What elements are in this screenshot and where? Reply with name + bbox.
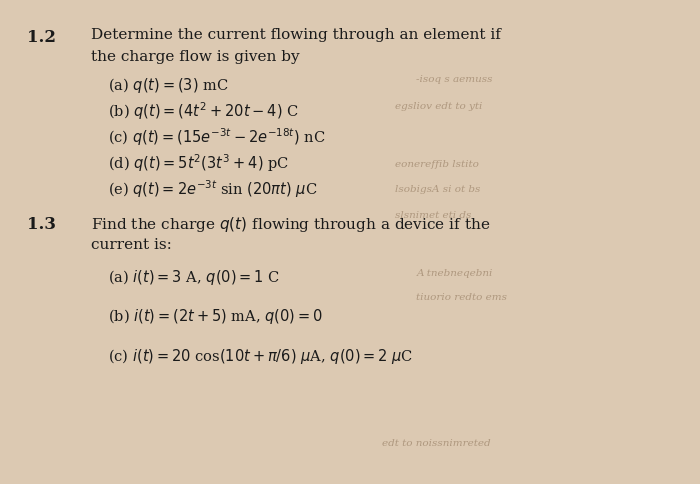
Text: 1.3: 1.3: [27, 215, 55, 232]
Text: current is:: current is:: [91, 237, 172, 251]
Text: Find the charge $q(t)$ flowing through a device if the: Find the charge $q(t)$ flowing through a…: [91, 214, 491, 233]
Text: (c) $i(t) = 20$ cos$(10t + \pi/6)$ $\mu$A, $q(0) = 2$ $\mu$C: (c) $i(t) = 20$ cos$(10t + \pi/6)$ $\mu$…: [108, 346, 414, 365]
Text: eonereffib lstito: eonereffib lstito: [395, 160, 480, 169]
Text: -isoq s aemuss: -isoq s aemuss: [416, 75, 493, 84]
Text: (a) $q(t) = (3)$ mC: (a) $q(t) = (3)$ mC: [108, 76, 230, 95]
Text: the charge flow is given by: the charge flow is given by: [91, 50, 300, 64]
Text: (d) $q(t) = 5t^2(3t^3 + 4)$ pC: (d) $q(t) = 5t^2(3t^3 + 4)$ pC: [108, 152, 290, 174]
Text: edt to noissnimreted: edt to noissnimreted: [382, 438, 490, 447]
Text: slsnimet eti ds: slsnimet eti ds: [395, 211, 472, 220]
Text: (a) $i(t) = 3$ A, $q(0) = 1$ C: (a) $i(t) = 3$ A, $q(0) = 1$ C: [108, 267, 281, 286]
Text: A tnebneqebni: A tnebneqebni: [416, 269, 493, 278]
Text: lsobigsA si ot bs: lsobigsA si ot bs: [395, 185, 481, 194]
Text: (c) $q(t) = (15e^{-3t} - 2e^{-18t})$ nC: (c) $q(t) = (15e^{-3t} - 2e^{-18t})$ nC: [108, 126, 326, 148]
Text: (b) $i(t) = (2t + 5)$ mA, $q(0) = 0$: (b) $i(t) = (2t + 5)$ mA, $q(0) = 0$: [108, 306, 323, 325]
Text: 1.2: 1.2: [27, 29, 55, 46]
Text: (e) $q(t) = 2e^{-3t}$ sin $(20\pi t)$ $\mu$C: (e) $q(t) = 2e^{-3t}$ sin $(20\pi t)$ $\…: [108, 178, 318, 200]
Text: egsliov edt to yti: egsliov edt to yti: [395, 102, 483, 111]
Text: Determine the current flowing through an element if: Determine the current flowing through an…: [91, 28, 501, 42]
Text: (b) $q(t) = (4t^2 + 20t - 4)$ C: (b) $q(t) = (4t^2 + 20t - 4)$ C: [108, 100, 300, 122]
Text: tiuorio redto ems: tiuorio redto ems: [416, 293, 508, 302]
